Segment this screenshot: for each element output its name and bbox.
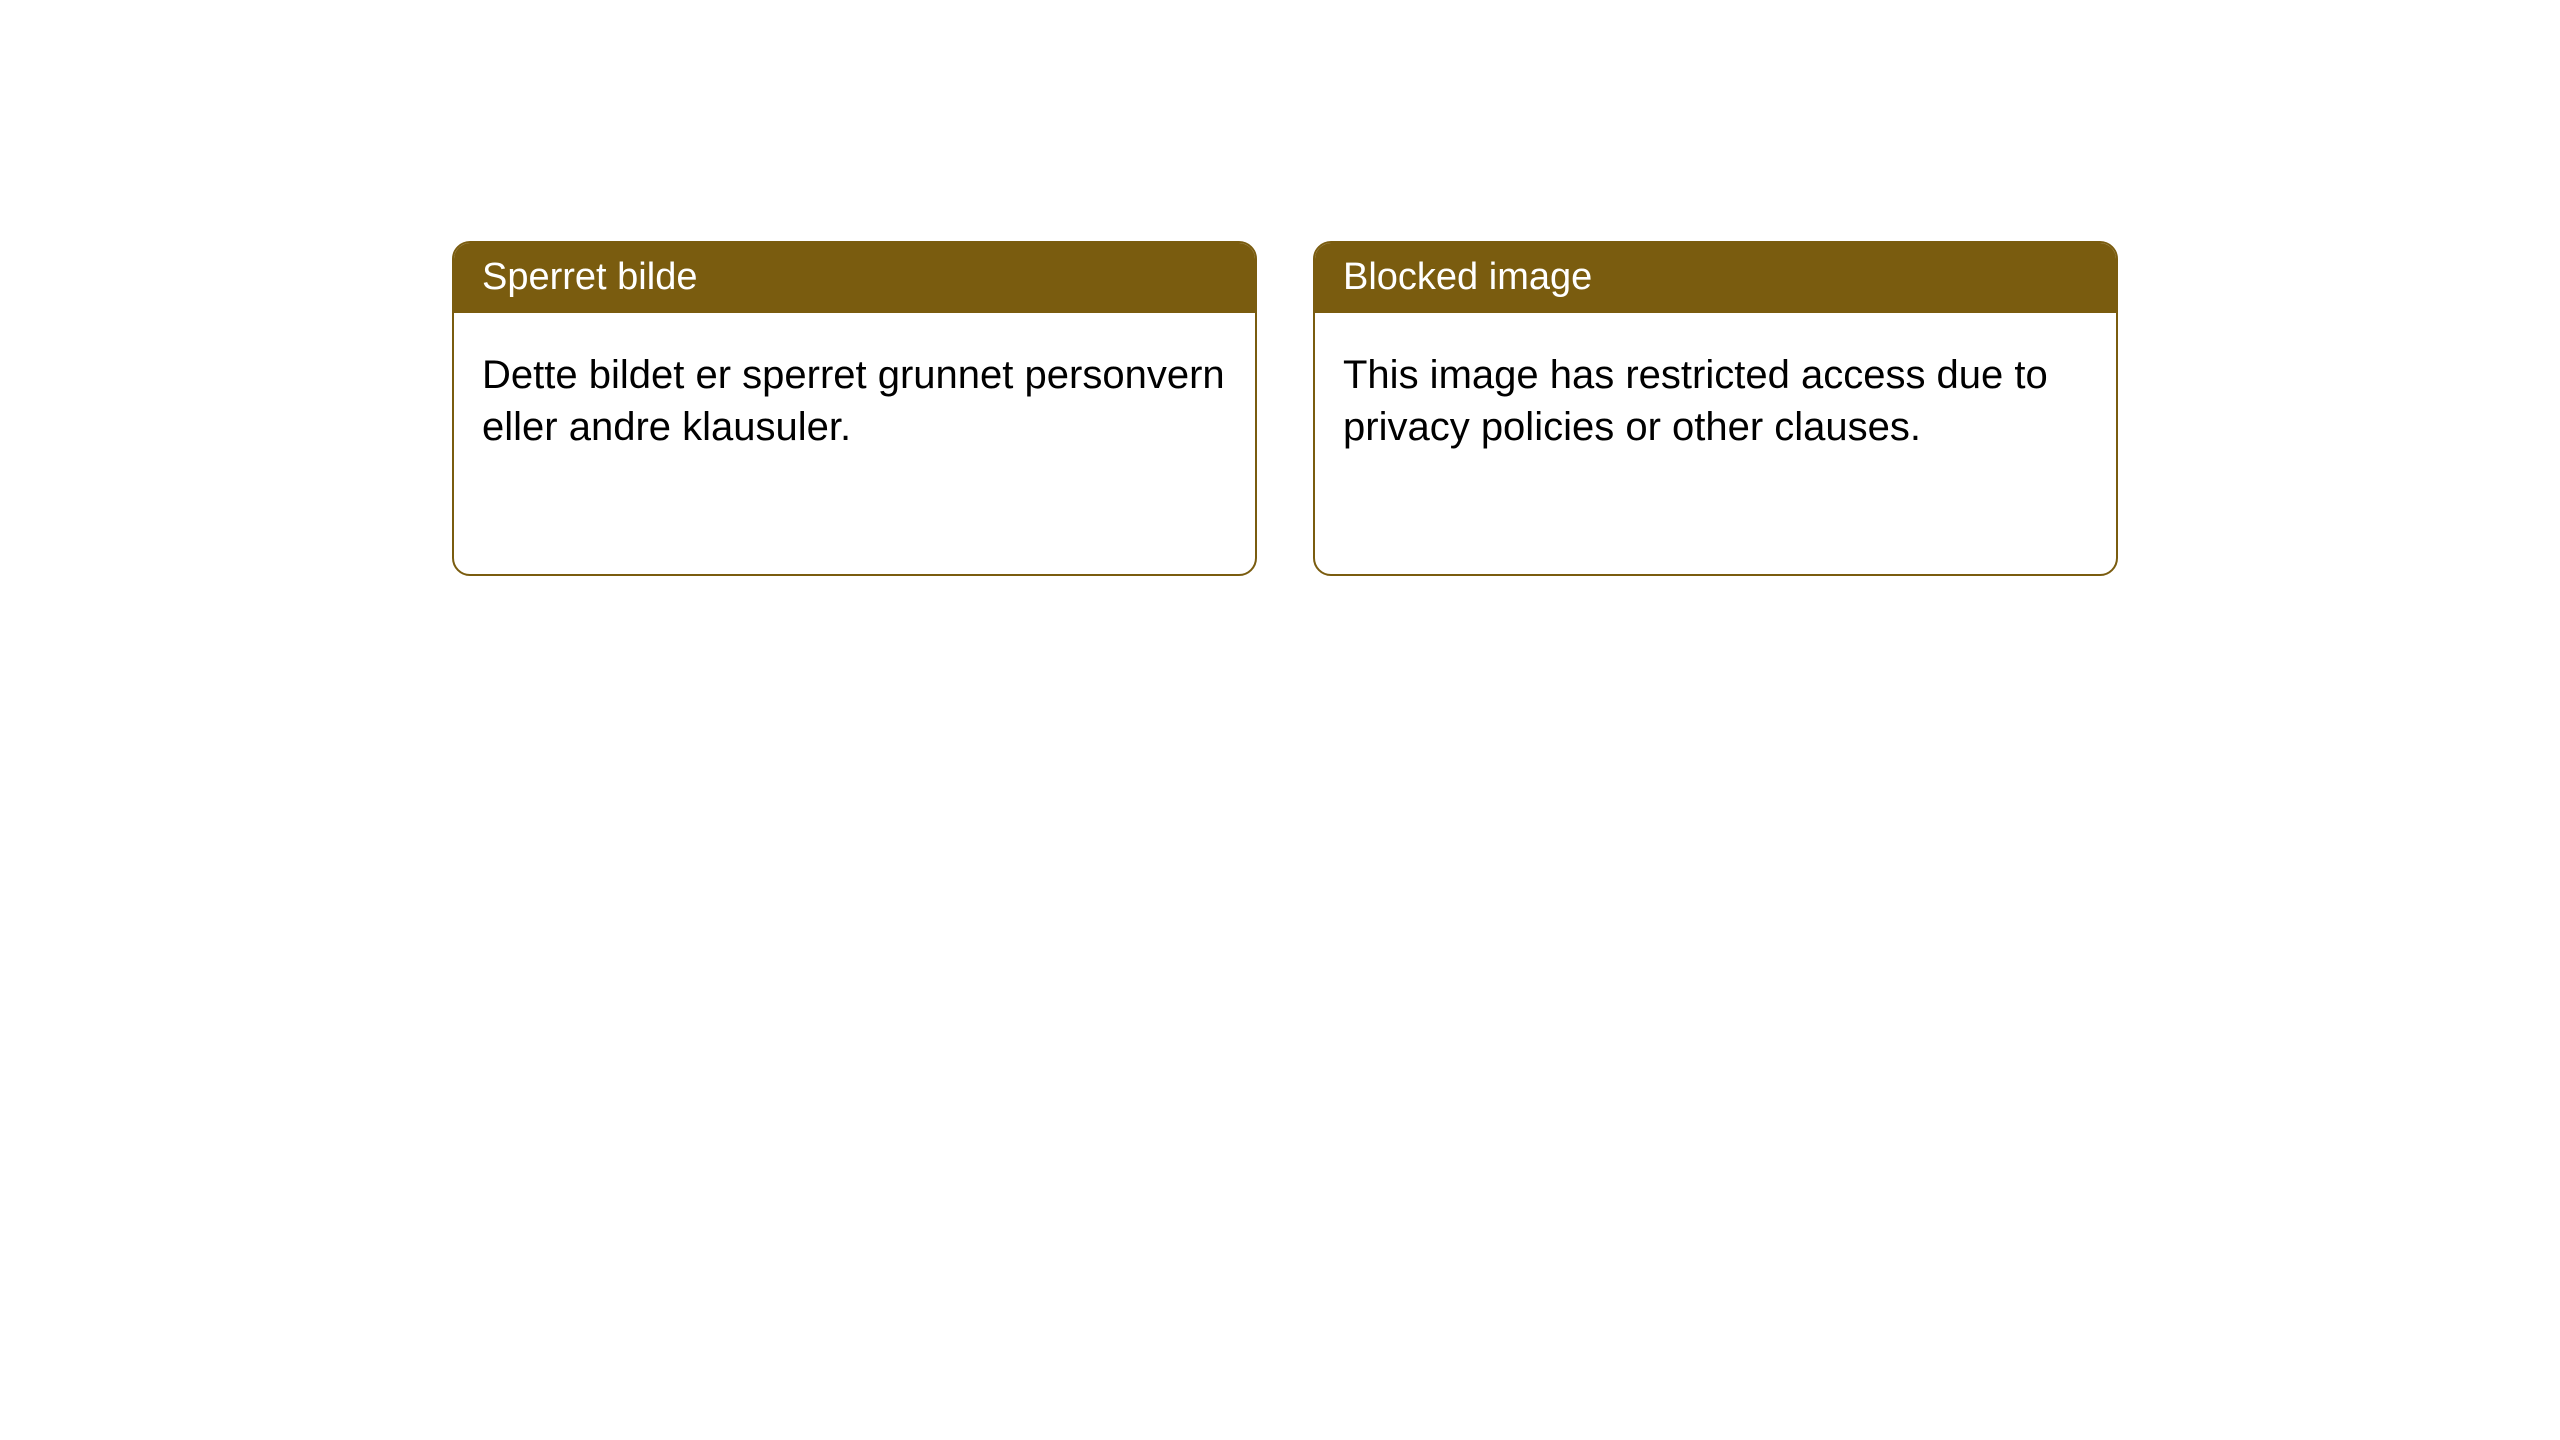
- notice-container: Sperret bilde Dette bildet er sperret gr…: [452, 241, 2118, 576]
- card-body: Dette bildet er sperret grunnet personve…: [454, 313, 1255, 489]
- card-title: Sperret bilde: [482, 256, 697, 298]
- card-header: Blocked image: [1315, 243, 2116, 313]
- card-header: Sperret bilde: [454, 243, 1255, 313]
- notice-card-english: Blocked image This image has restricted …: [1313, 241, 2118, 576]
- card-title: Blocked image: [1343, 256, 1592, 298]
- card-body: This image has restricted access due to …: [1315, 313, 2116, 489]
- card-body-text: Dette bildet er sperret grunnet personve…: [482, 353, 1225, 449]
- card-body-text: This image has restricted access due to …: [1343, 353, 2048, 449]
- notice-card-norwegian: Sperret bilde Dette bildet er sperret gr…: [452, 241, 1257, 576]
